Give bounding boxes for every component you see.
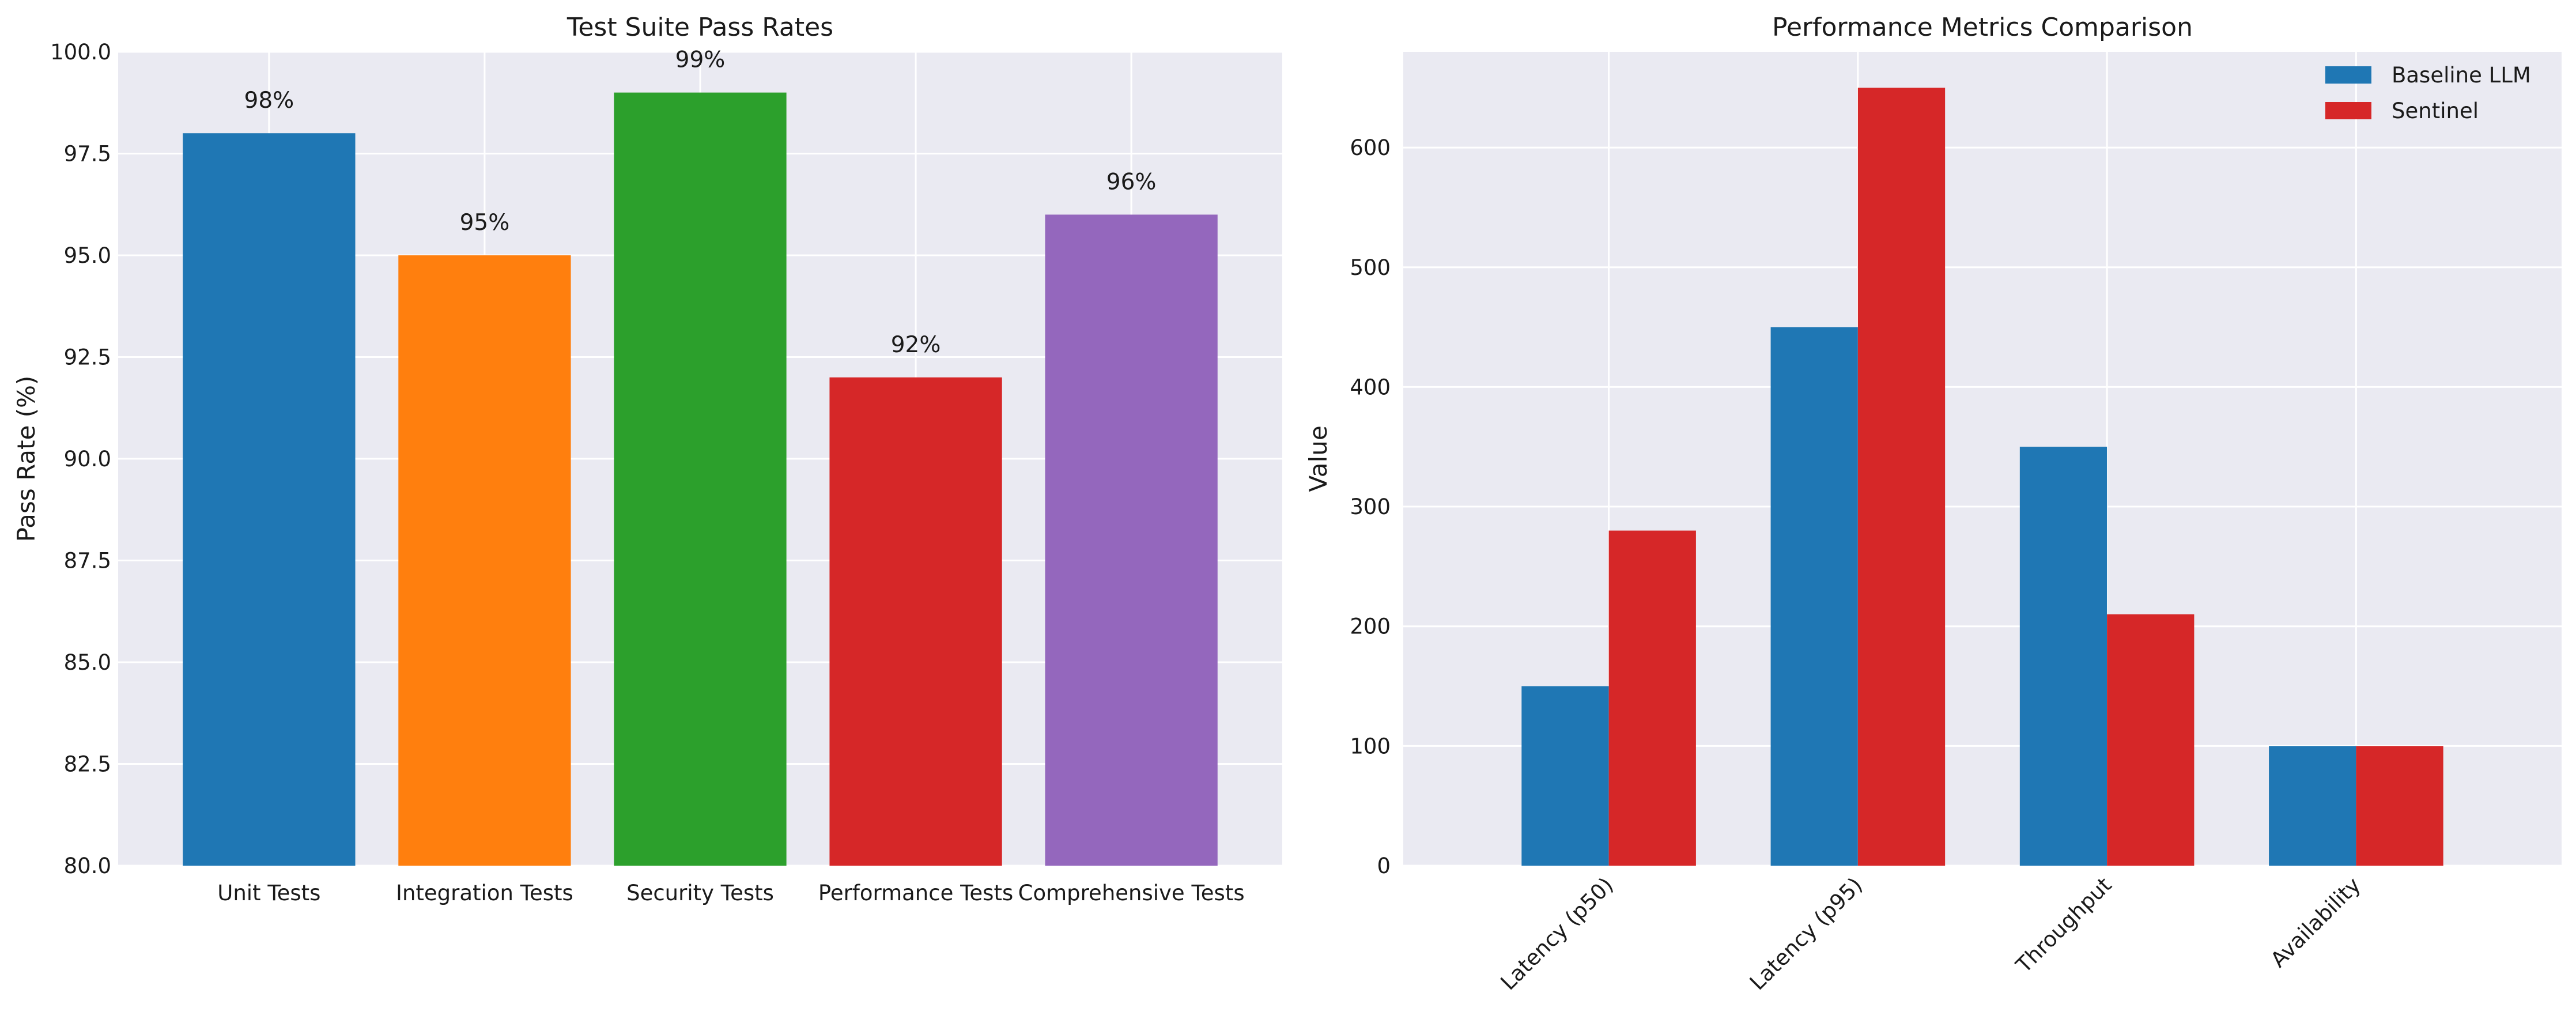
y-tick-label: 95.0 xyxy=(64,243,111,268)
bars xyxy=(183,92,1218,866)
bar xyxy=(829,377,1002,866)
y-tick-label: 400 xyxy=(1350,375,1391,399)
bar-sentinel xyxy=(2356,746,2443,866)
data-label: 98% xyxy=(244,88,294,114)
x-tick-label: Latency (p50) xyxy=(1496,873,1618,995)
legend-swatch xyxy=(2325,66,2371,84)
x-tick-label: Performance Tests xyxy=(818,881,1013,905)
y-tick-label: 92.5 xyxy=(64,345,111,370)
y-tick-label: 300 xyxy=(1350,494,1391,519)
x-tick-label: Availability xyxy=(2266,873,2366,972)
y-tick-label: 600 xyxy=(1350,135,1391,160)
legend-label: Baseline LLM xyxy=(2392,63,2531,88)
data-label: 95% xyxy=(460,210,510,236)
x-tick-label: Latency (p95) xyxy=(1745,873,1867,995)
y-tick-label: 80.0 xyxy=(64,854,111,878)
y-tick-labels: 0 100 200 300 400 500 600 xyxy=(1350,135,1391,878)
x-tick-label: Unit Tests xyxy=(217,881,320,905)
y-tick-label: 0 xyxy=(1377,854,1391,878)
bars xyxy=(1521,88,2443,866)
x-tick-label: Throughput xyxy=(2011,873,2116,978)
bar-baseline xyxy=(1770,327,1858,866)
bar xyxy=(614,92,787,866)
x-tick-labels: Latency (p50) Latency (p95) Throughput Avai… xyxy=(1496,873,2366,995)
chart-title: Test Suite Pass Rates xyxy=(566,13,833,42)
bar xyxy=(398,255,571,866)
legend: Baseline LLM Sentinel xyxy=(2325,63,2531,123)
value-labels: 98% 95% 99% 92% 96% xyxy=(244,47,1157,358)
x-tick-label: Integration Tests xyxy=(396,881,573,905)
y-tick-label: 200 xyxy=(1350,614,1391,639)
data-label: 92% xyxy=(891,332,941,358)
y-tick-label: 85.0 xyxy=(64,650,111,675)
x-tick-label: Comprehensive Tests xyxy=(1018,881,1245,905)
bar-sentinel xyxy=(1857,88,1946,866)
x-tick-labels: Unit Tests Integration Tests Security Test… xyxy=(217,881,1244,905)
y-axis-label: Value xyxy=(1304,425,1332,492)
y-tick-label: 90.0 xyxy=(64,447,111,471)
legend-label: Sentinel xyxy=(2392,99,2479,123)
bar-baseline xyxy=(1521,686,1609,866)
y-tick-label: 87.5 xyxy=(64,549,111,573)
legend-swatch xyxy=(2325,102,2371,119)
y-axis-label: Pass Rate (%) xyxy=(12,376,40,542)
data-label: 99% xyxy=(675,47,726,73)
y-tick-label: 500 xyxy=(1350,255,1391,280)
y-tick-label: 100 xyxy=(1350,734,1391,758)
y-tick-labels: 80.0 82.5 85.0 87.5 90.0 92.5 95.0 97.5 100.0 xyxy=(50,40,111,878)
x-tick-label: Security Tests xyxy=(626,881,774,905)
y-tick-label: 100.0 xyxy=(50,40,111,65)
bar-baseline xyxy=(2269,746,2356,866)
bar-sentinel xyxy=(1608,530,1696,866)
y-tick-label: 82.5 xyxy=(64,752,111,777)
pass-rate-chart: 98% 95% 99% 92% 96% 80.0 82.5 85.0 87.5 90.0 92.5… xyxy=(12,13,1282,905)
bar xyxy=(183,133,356,866)
data-label: 96% xyxy=(1106,169,1157,195)
chart-title: Performance Metrics Comparison xyxy=(1772,13,2193,42)
bar-sentinel xyxy=(2107,614,2194,866)
bar-baseline xyxy=(2019,447,2107,866)
y-tick-label: 97.5 xyxy=(64,142,111,167)
bar xyxy=(1045,214,1218,866)
